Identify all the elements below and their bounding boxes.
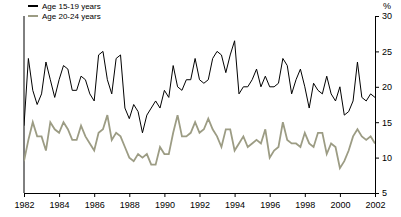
x-tick-mark bbox=[235, 193, 236, 197]
x-tick: 1986 bbox=[85, 193, 105, 210]
y-axis: 5 10 15 20 25 30 bbox=[375, 11, 392, 198]
x-tick: 1984 bbox=[50, 193, 70, 210]
x-tick-mark bbox=[59, 193, 60, 197]
y-tick: 25 bbox=[375, 47, 392, 57]
x-tick: 1982 bbox=[14, 193, 34, 210]
x-tick-label: 1982 bbox=[14, 200, 34, 210]
x-tick-mark bbox=[200, 193, 201, 197]
x-tick-mark bbox=[164, 193, 165, 197]
x-tick-label: 1988 bbox=[120, 200, 140, 210]
y-tick-mark bbox=[375, 51, 379, 52]
legend-label: Age 20-24 years bbox=[42, 12, 101, 21]
x-axis: 1982 1984 1986 1988 1990 1992 1994 1996 1998 2000… bbox=[14, 193, 385, 210]
y-tick-label: 20 bbox=[382, 82, 392, 92]
y-tick-mark bbox=[375, 16, 379, 17]
y-tick-label: 30 bbox=[382, 11, 392, 21]
y-tick: 5 bbox=[375, 188, 387, 198]
x-tick-label: 1992 bbox=[190, 200, 210, 210]
x-tick-label: 1990 bbox=[155, 200, 175, 210]
x-tick-mark bbox=[94, 193, 95, 197]
y-tick-mark bbox=[375, 193, 379, 194]
x-tick-mark bbox=[305, 193, 306, 197]
legend-label: Age 15-19 years bbox=[42, 2, 101, 11]
x-tick-label: 1994 bbox=[225, 200, 245, 210]
y-tick: 20 bbox=[375, 82, 392, 92]
x-tick: 1994 bbox=[225, 193, 245, 210]
x-tick-mark bbox=[270, 193, 271, 197]
x-tick-label: 1986 bbox=[85, 200, 105, 210]
series-line bbox=[24, 115, 375, 168]
x-tick-label: 2002 bbox=[365, 200, 385, 210]
x-tick: 1992 bbox=[190, 193, 210, 210]
x-tick: 1998 bbox=[295, 193, 315, 210]
y-tick-mark bbox=[375, 87, 379, 88]
plot-frame bbox=[24, 16, 25, 193]
y-tick-mark bbox=[375, 158, 379, 159]
x-tick-label: 1984 bbox=[50, 200, 70, 210]
x-tick-label: 2000 bbox=[330, 200, 350, 210]
y-tick-mark bbox=[375, 122, 379, 123]
series-line bbox=[24, 41, 375, 133]
y-axis-line bbox=[376, 17, 380, 194]
y-tick: 10 bbox=[375, 153, 392, 163]
x-tick-mark bbox=[129, 193, 130, 197]
legend-swatch bbox=[28, 15, 38, 17]
plot-area bbox=[24, 41, 375, 168]
y-unit-label: % bbox=[383, 1, 391, 11]
x-tick-label: 1998 bbox=[295, 200, 315, 210]
legend: Age 15-19 yearsAge 20-24 years bbox=[28, 2, 101, 21]
y-tick-label: 10 bbox=[382, 153, 392, 163]
x-axis-line bbox=[25, 194, 376, 198]
x-tick-mark bbox=[340, 193, 341, 197]
y-tick-label: 5 bbox=[382, 188, 387, 198]
x-tick: 1990 bbox=[155, 193, 175, 210]
legend-swatch bbox=[28, 5, 38, 7]
y-tick: 30 bbox=[375, 11, 392, 21]
x-tick-mark bbox=[24, 193, 25, 197]
x-tick: 1996 bbox=[260, 193, 280, 210]
x-tick: 2000 bbox=[330, 193, 350, 210]
y-tick-label: 15 bbox=[382, 118, 392, 128]
y-tick: 15 bbox=[375, 118, 392, 128]
x-tick-label: 1996 bbox=[260, 200, 280, 210]
y-tick-label: 25 bbox=[382, 47, 392, 57]
x-tick: 1988 bbox=[120, 193, 140, 210]
